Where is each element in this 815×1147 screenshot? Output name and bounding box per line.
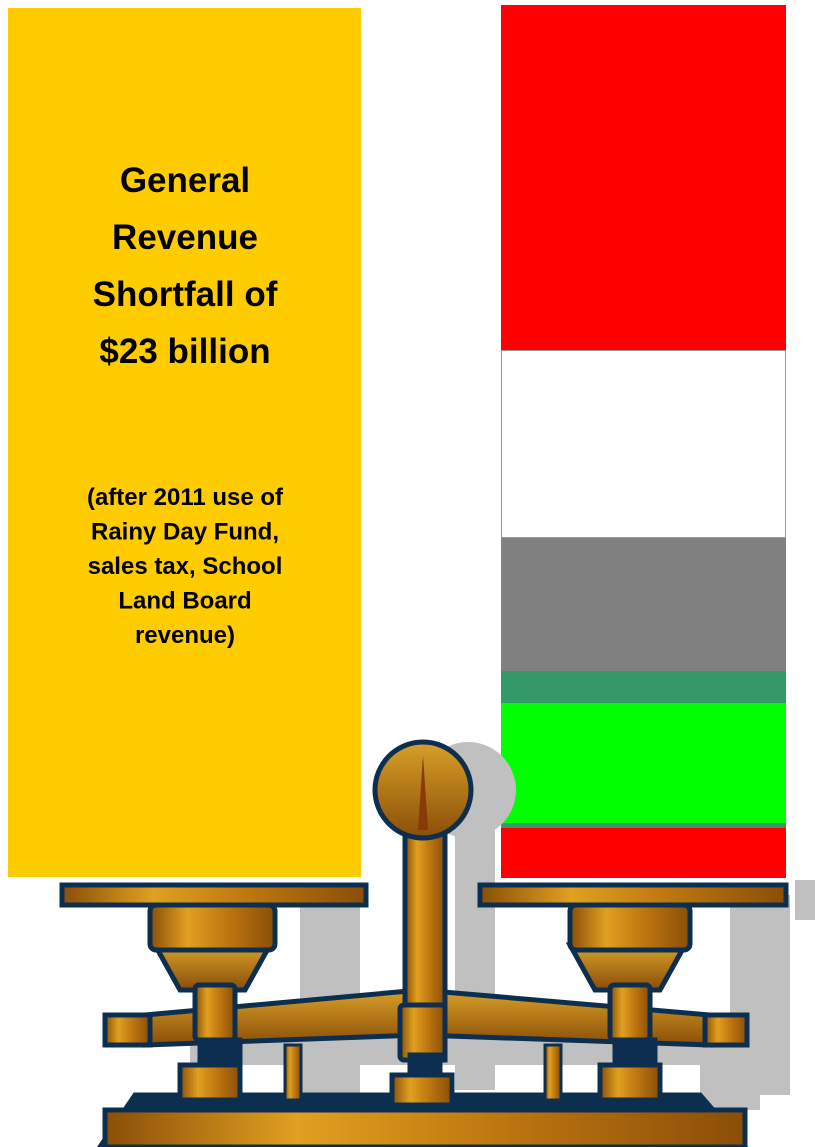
heading: General Revenue Shortfall of $23 billion bbox=[93, 161, 278, 371]
note: (after 2011 use of Rainy Day Fund, sales t… bbox=[87, 484, 284, 649]
segment bbox=[501, 703, 786, 823]
scale bbox=[59, 739, 815, 1147]
heading-line: General bbox=[120, 161, 250, 200]
shortfall-box bbox=[8, 8, 361, 877]
stack bbox=[501, 5, 786, 878]
segment bbox=[501, 671, 786, 703]
note-line: Rainy Day Fund, bbox=[91, 519, 279, 546]
note-line: sales tax, School bbox=[88, 553, 283, 580]
scale-body bbox=[59, 739, 789, 1147]
heading-line: Shortfall of bbox=[93, 275, 278, 314]
heading-line: Revenue bbox=[112, 218, 258, 257]
note-line: Land Board bbox=[118, 588, 251, 615]
segment bbox=[501, 538, 786, 671]
segment bbox=[501, 350, 786, 538]
note-line: revenue) bbox=[135, 622, 235, 649]
segment bbox=[501, 823, 786, 828]
segment bbox=[501, 5, 786, 350]
heading-line: $23 billion bbox=[99, 332, 270, 371]
note-line: (after 2011 use of bbox=[87, 484, 284, 511]
segment bbox=[501, 828, 786, 878]
